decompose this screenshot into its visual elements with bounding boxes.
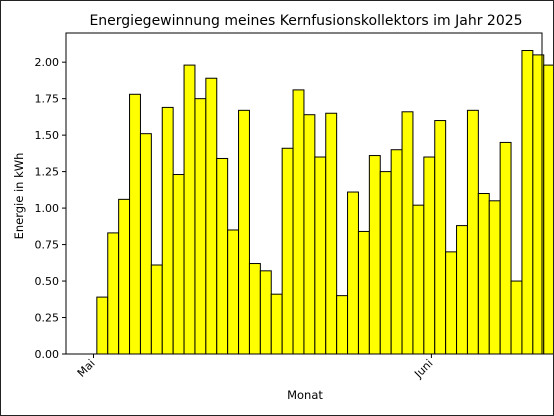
y-tick-label: 1.25 — [35, 166, 60, 179]
bar — [401, 111, 414, 355]
bar — [270, 293, 283, 355]
bar — [434, 120, 447, 355]
bar — [325, 112, 338, 355]
plot-frame — [65, 32, 543, 355]
bar — [357, 230, 370, 355]
bar — [216, 157, 229, 355]
bar — [456, 225, 468, 355]
bar — [336, 295, 349, 355]
bar — [205, 77, 218, 355]
bar — [314, 156, 327, 355]
bar — [139, 133, 152, 355]
y-tick-label: 1.50 — [35, 129, 60, 142]
bar — [499, 141, 512, 355]
bar — [521, 50, 534, 355]
y-tick-label: 0.50 — [35, 275, 60, 288]
bar — [118, 198, 131, 355]
y-tick-label: 1.75 — [35, 93, 60, 106]
bar — [412, 204, 425, 355]
bar — [466, 109, 479, 355]
x-axis-label: Monat — [287, 388, 323, 402]
bar — [96, 296, 109, 355]
bar — [248, 263, 261, 355]
x-axis: Mai Juni — [75, 354, 436, 381]
bar — [227, 229, 240, 355]
bar — [510, 280, 523, 355]
bar — [423, 156, 436, 355]
bar — [303, 114, 316, 355]
bar — [281, 147, 294, 355]
y-tick-label: 0.00 — [35, 348, 60, 361]
bar — [150, 264, 163, 355]
bar — [347, 191, 359, 355]
y-tick-label: 1.00 — [35, 202, 60, 215]
bar — [477, 193, 490, 355]
bar — [194, 98, 207, 355]
bar — [543, 64, 553, 355]
y-axis: 0.00 0.25 0.50 0.75 1.00 1.25 1.50 1.75 2.00 — [35, 56, 66, 361]
bar — [488, 200, 501, 355]
bar — [129, 93, 141, 355]
bar — [259, 270, 272, 355]
chart-title: Energiegewinnung meines Kernfusionskolle… — [89, 13, 522, 29]
bar — [107, 232, 120, 355]
bar — [445, 251, 458, 355]
bar — [390, 149, 403, 355]
y-axis-label: Energie in kWh — [12, 153, 26, 240]
y-tick-label: 2.00 — [35, 56, 60, 69]
bar — [183, 64, 196, 355]
bar — [368, 155, 381, 355]
x-tick-label: Mai — [75, 357, 98, 380]
bars-group — [96, 50, 553, 355]
bar — [161, 106, 174, 355]
x-tick-label: Juni — [411, 357, 435, 381]
bar — [238, 109, 250, 355]
bar — [172, 174, 185, 355]
bar — [379, 171, 392, 355]
y-tick-label: 0.75 — [35, 239, 60, 252]
y-tick-label: 0.25 — [35, 312, 60, 325]
bar — [292, 89, 305, 355]
